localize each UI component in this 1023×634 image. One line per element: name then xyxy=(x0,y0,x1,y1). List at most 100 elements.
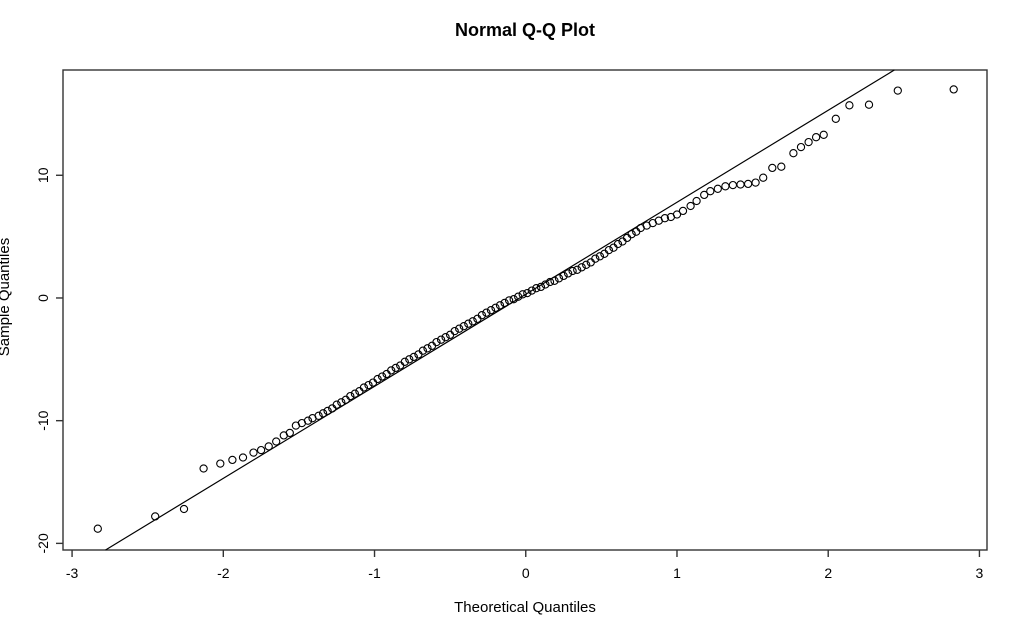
data-point xyxy=(563,269,573,278)
data-point xyxy=(622,233,632,243)
data-point xyxy=(514,292,523,301)
data-point xyxy=(893,86,902,95)
data-point xyxy=(591,254,600,263)
data-point xyxy=(249,448,258,457)
y-tick-label: 0 xyxy=(35,294,51,302)
data-point xyxy=(949,85,958,94)
data-point xyxy=(743,179,753,189)
data-point xyxy=(672,210,682,219)
data-point xyxy=(864,100,874,109)
data-point xyxy=(409,352,418,362)
data-point xyxy=(332,400,341,409)
plot-box xyxy=(62,69,988,551)
data-point xyxy=(373,374,382,384)
data-point xyxy=(554,274,564,283)
data-point xyxy=(350,389,360,398)
data-point xyxy=(509,295,518,304)
data-point xyxy=(728,180,738,190)
data-point xyxy=(804,137,813,147)
data-point xyxy=(721,182,730,191)
data-point xyxy=(845,101,854,110)
data-point xyxy=(692,196,701,206)
data-point xyxy=(811,133,821,142)
data-point xyxy=(303,416,313,425)
data-point xyxy=(455,324,464,333)
data-point xyxy=(573,265,582,274)
data-point xyxy=(777,162,786,171)
data-point xyxy=(789,149,798,158)
data-point xyxy=(238,453,248,462)
data-point xyxy=(285,428,294,438)
data-point xyxy=(568,266,577,276)
y-tick-label: -20 xyxy=(35,533,51,553)
qq-reference-line xyxy=(105,69,895,551)
data-point xyxy=(604,245,614,255)
y-axis-label: Sample Quantiles xyxy=(0,238,13,356)
data-point xyxy=(459,322,468,331)
data-point xyxy=(541,280,550,289)
data-point xyxy=(660,214,670,223)
data-point xyxy=(441,333,450,342)
data-point xyxy=(436,335,446,344)
data-point xyxy=(337,398,346,407)
data-point xyxy=(486,306,496,315)
data-point xyxy=(450,326,459,336)
data-point xyxy=(477,311,487,320)
data-point xyxy=(264,442,273,451)
data-point xyxy=(418,346,428,355)
data-point xyxy=(272,437,281,446)
data-point xyxy=(491,303,500,312)
data-point xyxy=(550,276,559,285)
data-point xyxy=(323,406,332,416)
data-point xyxy=(495,301,505,310)
data-point xyxy=(500,298,509,308)
data-point xyxy=(678,206,688,216)
data-point xyxy=(359,383,369,392)
data-point xyxy=(364,380,373,390)
data-point xyxy=(627,230,636,239)
data-point xyxy=(314,411,323,420)
data-point xyxy=(468,317,477,326)
data-point xyxy=(318,409,328,418)
x-tick-label: -2 xyxy=(217,565,230,581)
data-point xyxy=(595,252,605,261)
data-point xyxy=(559,271,568,281)
data-point xyxy=(831,114,840,123)
data-point xyxy=(400,357,409,366)
data-point xyxy=(736,180,745,189)
data-point xyxy=(464,319,473,328)
data-point xyxy=(700,190,709,200)
data-point xyxy=(796,142,806,152)
data-point xyxy=(346,391,355,401)
data-point xyxy=(613,239,623,249)
data-point xyxy=(228,455,237,465)
data-point xyxy=(751,178,760,187)
data-point xyxy=(423,344,432,353)
data-point xyxy=(706,187,715,196)
data-point xyxy=(216,459,225,468)
data-points-layer xyxy=(93,85,958,533)
data-point xyxy=(256,445,266,455)
data-point xyxy=(377,372,387,381)
data-point xyxy=(151,512,160,521)
data-point xyxy=(405,355,414,364)
data-point xyxy=(759,173,768,182)
data-point xyxy=(391,363,400,373)
y-tick-label: -10 xyxy=(35,410,51,430)
data-point xyxy=(387,366,396,375)
x-axis-label: Theoretical Quantiles xyxy=(454,599,596,616)
x-tick-label: 3 xyxy=(976,565,984,581)
data-point xyxy=(518,290,527,299)
data-point xyxy=(523,288,532,298)
data-point xyxy=(768,163,777,173)
data-point xyxy=(577,263,586,272)
data-point xyxy=(199,464,208,473)
x-tick-label: -3 xyxy=(66,565,79,581)
data-point xyxy=(93,524,102,533)
data-point xyxy=(482,308,491,317)
data-point xyxy=(179,504,189,514)
reference-line-layer xyxy=(105,69,895,551)
